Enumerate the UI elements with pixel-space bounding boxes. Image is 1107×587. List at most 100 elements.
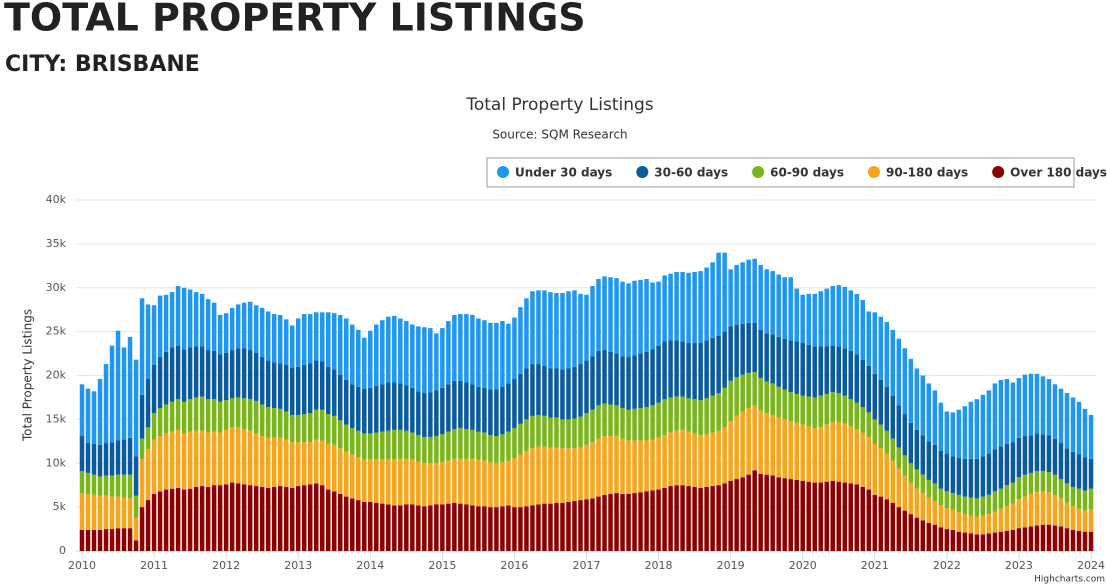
bar-segment <box>536 446 541 505</box>
bar-segment <box>602 494 607 551</box>
bar-segment <box>97 476 103 496</box>
bar-segment <box>584 360 589 414</box>
bar-segment <box>794 341 799 394</box>
bar-segment <box>1022 496 1028 528</box>
bar-segment <box>602 276 607 351</box>
bar-segment <box>920 520 926 551</box>
bar-segment <box>722 331 727 388</box>
bar-segment <box>301 442 307 486</box>
bar-segment <box>175 399 181 430</box>
bar-segment <box>782 478 787 551</box>
bar-segment <box>554 293 559 369</box>
bar-segment <box>554 502 559 551</box>
x-tick-label: 2013 <box>284 559 312 572</box>
bar-segment <box>626 493 631 551</box>
bar-segment <box>440 387 445 435</box>
bar-segment <box>301 414 307 443</box>
bar-segment <box>422 506 427 551</box>
bar-segment <box>560 448 565 503</box>
bar-segment <box>962 406 968 459</box>
bar-segment <box>91 494 97 530</box>
bar-segment <box>944 453 950 492</box>
bar-segment <box>692 271 697 344</box>
bar-segment <box>782 389 787 420</box>
bar-segment <box>890 502 896 551</box>
bar-segment <box>1088 414 1094 459</box>
bar-segment <box>836 422 841 482</box>
bar-segment <box>229 482 235 551</box>
bar-segment <box>806 426 811 482</box>
bar-segment <box>902 348 908 415</box>
bar-segment <box>524 368 529 420</box>
bar-segment <box>163 433 169 490</box>
bar-segment <box>115 330 121 441</box>
bar-segment <box>548 292 553 369</box>
bar-segment <box>740 323 745 375</box>
bar-segment <box>1016 437 1022 478</box>
bar-segment <box>319 361 325 410</box>
bar-segment <box>85 443 91 473</box>
bar-segment <box>758 378 763 411</box>
bar-segment <box>253 486 259 551</box>
y-tick-label: 35k <box>46 237 67 250</box>
bar-segment <box>452 380 457 430</box>
bar-segment <box>590 442 595 499</box>
bar-segment <box>271 486 277 551</box>
bar-segment <box>1028 373 1034 436</box>
bar-segment <box>1010 529 1016 551</box>
bar-segment <box>259 486 265 551</box>
bar-segment <box>205 486 211 551</box>
bar-segment <box>1052 494 1058 526</box>
bar-segment <box>920 375 926 436</box>
bar-segment <box>325 414 331 444</box>
bar-segment <box>542 446 547 504</box>
bar-segment <box>836 393 841 423</box>
bar-segment <box>470 505 475 551</box>
bar-segment <box>1034 525 1040 551</box>
bar-segment <box>1046 492 1052 525</box>
bar-segment <box>1064 528 1070 551</box>
bar-segment <box>476 318 481 387</box>
bar-segment <box>794 288 799 342</box>
bar-segment <box>554 447 559 503</box>
bar-segment <box>362 459 367 502</box>
y-tick-label: 40k <box>46 193 67 206</box>
bar-segment <box>656 437 661 490</box>
bar-segment <box>205 350 211 400</box>
bar-segment <box>524 298 529 369</box>
bar-segment <box>824 346 829 394</box>
bar-segment <box>800 480 805 551</box>
bar-segment <box>133 540 139 551</box>
bar-segment <box>500 386 505 435</box>
bar-segment <box>710 395 715 433</box>
bar-segment <box>374 502 379 551</box>
bar-segment <box>860 432 866 487</box>
x-tick-label: 2024 <box>1077 559 1105 572</box>
bar-segment <box>362 337 367 389</box>
legend-label: 60-90 days <box>770 166 844 180</box>
bar-segment <box>518 454 523 508</box>
bar-segment <box>187 488 193 551</box>
bar-segment <box>566 419 571 449</box>
bar-segment <box>175 285 181 346</box>
bar-segment <box>632 493 637 551</box>
bar-segment <box>1004 530 1010 551</box>
bar-segment <box>1016 528 1022 551</box>
bar-segment <box>85 388 91 444</box>
bar-segment <box>938 488 944 506</box>
bar-segment <box>434 463 439 505</box>
bar-segment <box>241 348 247 399</box>
bar-segment <box>992 383 998 450</box>
bar-segment <box>115 440 121 475</box>
bar-segment <box>668 273 673 341</box>
bar-segment <box>548 368 553 418</box>
bar-segment <box>199 430 205 487</box>
bar-segment <box>277 408 283 438</box>
bar-segment <box>482 320 487 388</box>
bar-segment <box>271 362 277 408</box>
bar-segment <box>878 448 884 497</box>
bar-segment <box>932 524 938 551</box>
bar-segment <box>1034 492 1040 526</box>
x-tick-label: 2018 <box>645 559 673 572</box>
bar-segment <box>1010 442 1016 483</box>
